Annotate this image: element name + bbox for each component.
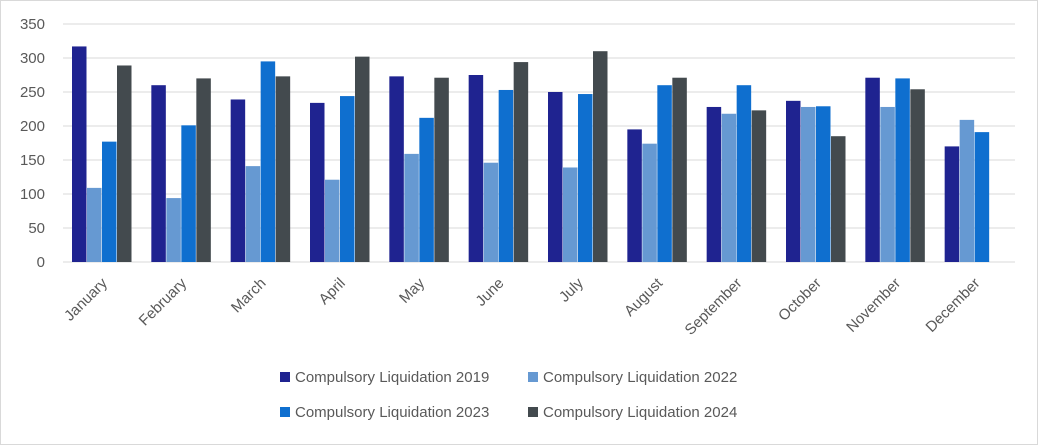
y-tick-label: 100 bbox=[20, 186, 45, 203]
bar-january-series-2 bbox=[87, 187, 102, 262]
x-category-label: October bbox=[775, 275, 825, 325]
legend-label: Compulsory Liquidation 2022 bbox=[543, 369, 737, 386]
legend-label: Compulsory Liquidation 2023 bbox=[295, 404, 489, 421]
legend-swatch bbox=[528, 407, 538, 417]
bar-may-series-1 bbox=[389, 76, 404, 262]
bar-february-series-3 bbox=[181, 125, 196, 262]
bar-april-series-2 bbox=[325, 179, 340, 262]
bar-october-series-3 bbox=[816, 106, 831, 262]
bar-december-series-1 bbox=[944, 146, 960, 262]
legend-label: Compulsory Liquidation 2024 bbox=[543, 404, 737, 421]
legend-swatch bbox=[528, 372, 538, 382]
legend-swatch bbox=[280, 372, 290, 382]
bar-layer bbox=[72, 46, 990, 263]
bar-november-series-2 bbox=[880, 106, 895, 263]
bar-june-series-3 bbox=[498, 89, 514, 263]
bar-may-series-3 bbox=[419, 117, 434, 262]
x-category-label: August bbox=[621, 274, 667, 320]
bar-march-series-3 bbox=[260, 61, 276, 263]
bar-july-series-1 bbox=[548, 92, 563, 262]
x-category-label: September bbox=[682, 275, 746, 339]
y-tick-label: 200 bbox=[20, 118, 45, 135]
x-category-label: January bbox=[61, 274, 111, 324]
y-tick-label: 300 bbox=[20, 50, 45, 67]
bar-october-series-4 bbox=[831, 136, 846, 262]
bar-january-series-3 bbox=[102, 141, 117, 262]
legend: Compulsory Liquidation 2019 Compulsory Li… bbox=[280, 369, 737, 421]
bar-september-series-1 bbox=[706, 106, 722, 263]
bar-july-series-3 bbox=[578, 94, 593, 262]
bar-april-series-4 bbox=[355, 56, 370, 262]
x-category-label: April bbox=[316, 275, 349, 308]
legend-swatch bbox=[280, 407, 290, 417]
x-category-label: November bbox=[843, 275, 904, 336]
bar-april-series-1 bbox=[310, 102, 325, 262]
bar-august-series-3 bbox=[657, 85, 672, 262]
bar-march-series-1 bbox=[230, 99, 246, 262]
bar-june-series-4 bbox=[513, 62, 529, 262]
bar-december-series-2 bbox=[959, 119, 975, 262]
bar-july-series-2 bbox=[563, 167, 578, 262]
bar-february-series-4 bbox=[196, 78, 211, 263]
y-tick-label: 150 bbox=[20, 152, 45, 169]
y-tick-label: 350 bbox=[20, 16, 45, 33]
bar-january-series-4 bbox=[117, 65, 132, 262]
x-axis: January February March April May June July Augu… bbox=[61, 274, 983, 338]
bar-november-series-4 bbox=[910, 89, 925, 262]
bar-february-series-2 bbox=[166, 198, 181, 262]
legend-label: Compulsory Liquidation 2019 bbox=[295, 369, 489, 386]
bar-november-series-3 bbox=[895, 78, 910, 263]
x-category-label: May bbox=[396, 274, 428, 306]
bar-october-series-2 bbox=[801, 106, 816, 263]
x-category-label: December bbox=[923, 275, 984, 336]
bar-september-series-3 bbox=[736, 85, 752, 262]
bar-march-series-4 bbox=[275, 76, 291, 262]
y-tick-label: 0 bbox=[37, 254, 45, 271]
bar-may-series-2 bbox=[404, 153, 419, 262]
bar-august-series-4 bbox=[672, 77, 687, 262]
x-category-label: February bbox=[136, 274, 191, 329]
bar-august-series-2 bbox=[642, 143, 657, 262]
bar-january-series-1 bbox=[72, 46, 87, 262]
bar-april-series-3 bbox=[340, 96, 355, 262]
x-category-label: March bbox=[228, 275, 269, 316]
x-category-label: June bbox=[472, 275, 507, 310]
bar-august-series-1 bbox=[627, 129, 642, 262]
bar-june-series-2 bbox=[483, 162, 499, 262]
bar-may-series-4 bbox=[434, 77, 449, 262]
y-tick-label: 250 bbox=[20, 84, 45, 101]
x-category-label: July bbox=[556, 274, 587, 305]
y-tick-label: 50 bbox=[28, 220, 45, 237]
bar-september-series-4 bbox=[751, 110, 767, 262]
bar-november-series-1 bbox=[865, 77, 880, 262]
y-axis: 0 50 100 150 200 250 300 350 bbox=[20, 16, 45, 271]
grid-layer bbox=[63, 23, 1015, 263]
bar-december-series-3 bbox=[974, 132, 990, 262]
bar-july-series-4 bbox=[593, 51, 608, 263]
bar-june-series-1 bbox=[468, 75, 484, 262]
bar-september-series-2 bbox=[721, 113, 737, 262]
bar-october-series-1 bbox=[786, 100, 801, 262]
bar-march-series-2 bbox=[245, 166, 261, 262]
bar-february-series-1 bbox=[151, 85, 166, 262]
